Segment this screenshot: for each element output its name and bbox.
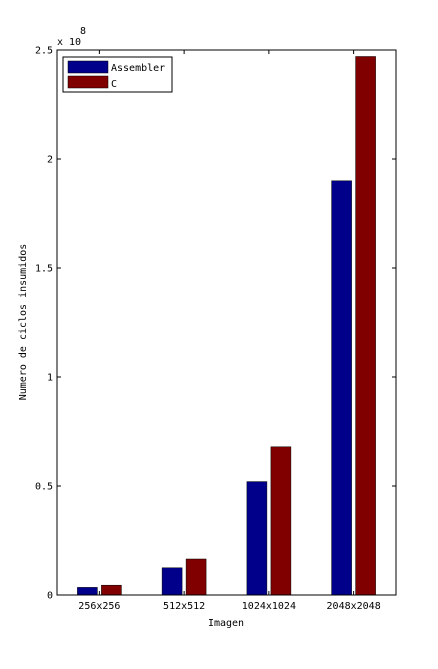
x-tick-label: 2048x2048 xyxy=(327,601,381,612)
x-axis-ticks: 256x256 512x512 1024x1024 2048x2048 xyxy=(78,50,381,612)
y-tick-label: 1.5 xyxy=(35,264,53,275)
plot-frame xyxy=(56,49,397,596)
legend-swatch-assembler xyxy=(67,60,109,74)
y-tick-label: 2.5 xyxy=(35,46,53,57)
y-tick-label: 2 xyxy=(47,155,53,166)
x-tick-label: 256x256 xyxy=(78,601,120,612)
bar-assembler-512x512 xyxy=(161,567,183,596)
y-tick-label: 0.5 xyxy=(35,482,53,493)
x-tick-label: 512x512 xyxy=(163,601,205,612)
bars-group xyxy=(77,56,376,596)
y-tick-label: 0 xyxy=(47,591,53,602)
bar-assembler-1024x1024 xyxy=(246,481,268,596)
legend-label-assembler: Assembler xyxy=(111,63,165,74)
bar-c-1024x1024 xyxy=(270,446,292,596)
legend: Assembler C xyxy=(62,56,173,93)
legend-label-c: C xyxy=(111,79,117,90)
y-exponent-power: 8 xyxy=(80,26,86,37)
bar-c-2048x2048 xyxy=(355,56,376,596)
bar-c-256x256 xyxy=(101,584,122,596)
y-exponent-base: x 10 xyxy=(57,37,81,48)
y-tick-label: 1 xyxy=(47,373,53,384)
y-axis-label: Numero de ciclos insumidos xyxy=(18,244,29,401)
bar-assembler-256x256 xyxy=(77,587,98,596)
x-axis-label: Imagen xyxy=(208,618,244,629)
bar-c-512x512 xyxy=(185,558,207,596)
bar-assembler-2048x2048 xyxy=(331,180,352,596)
x-tick-label: 1024x1024 xyxy=(242,601,296,612)
legend-swatch-c xyxy=(67,75,109,89)
